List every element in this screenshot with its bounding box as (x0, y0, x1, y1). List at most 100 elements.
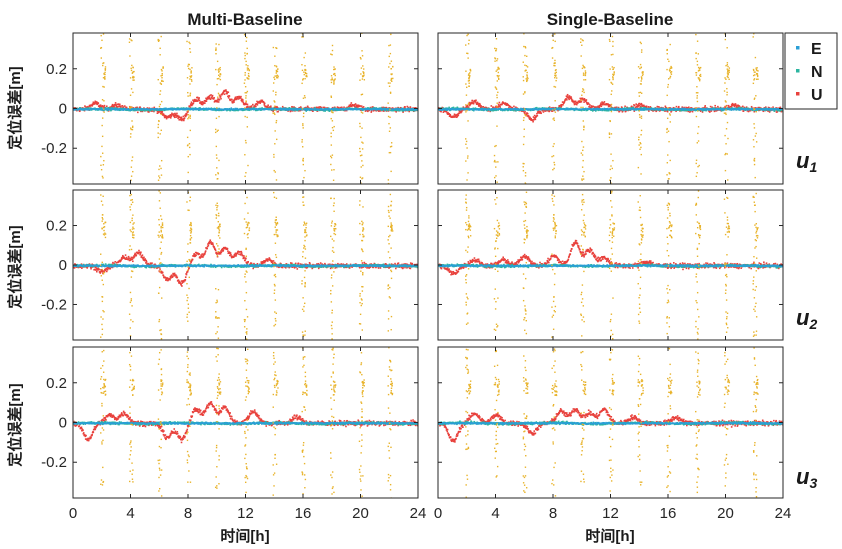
n-point (751, 109, 754, 112)
spike-point (102, 64, 104, 67)
spike-point (186, 40, 188, 43)
u-point (212, 98, 215, 100)
e-point (639, 108, 642, 110)
u-point (223, 93, 226, 96)
n-point (720, 109, 723, 112)
u-point (240, 99, 243, 102)
spike-point (131, 120, 133, 122)
u-point (208, 97, 211, 100)
u-point (218, 99, 221, 101)
u-point (750, 105, 753, 108)
spike-point (390, 142, 393, 144)
u-point (472, 101, 474, 104)
spike-point (130, 166, 133, 168)
n-point (456, 106, 459, 109)
u-point (595, 106, 598, 108)
e-point (596, 108, 598, 111)
spike-point (330, 81, 333, 84)
spike-point (363, 79, 366, 81)
n-point (543, 107, 546, 109)
u-point (185, 114, 188, 116)
u-point (566, 99, 568, 101)
spike-point (216, 157, 218, 159)
spike-point (219, 78, 222, 81)
n-point (259, 107, 261, 110)
u-point (180, 117, 182, 120)
e-point (373, 107, 375, 110)
u-point (344, 109, 346, 112)
u-point (408, 110, 411, 113)
e-point (490, 109, 493, 111)
spike-point (303, 95, 306, 97)
u-point (242, 101, 245, 103)
u-point (189, 105, 191, 107)
n-point (444, 107, 447, 110)
spike-point (219, 73, 222, 75)
panel-r1-single (437, 32, 784, 185)
e-point (365, 108, 368, 111)
e-point (575, 108, 577, 111)
u-point (468, 101, 471, 104)
u-point (465, 105, 468, 108)
u-point (509, 105, 512, 108)
n-point (253, 106, 255, 109)
spike-point (159, 47, 161, 49)
e-point (271, 107, 273, 110)
u-point (109, 106, 112, 108)
n-point (160, 109, 163, 111)
u-point (263, 104, 266, 106)
spike-point (217, 178, 219, 180)
spike-point (390, 73, 392, 75)
u-point (648, 110, 650, 112)
spike-point (333, 169, 335, 171)
u-point (159, 110, 162, 112)
u-point (233, 99, 236, 101)
spike-point (275, 69, 278, 72)
u-point (281, 105, 284, 108)
u-point (117, 106, 119, 108)
spike-point (102, 188, 103, 189)
u-point (699, 110, 702, 112)
n-point (100, 107, 103, 109)
spike-point (359, 125, 361, 128)
e-point (365, 108, 367, 110)
e-point (446, 108, 448, 111)
u-point (406, 105, 409, 108)
u-point (272, 110, 274, 113)
e-point (593, 107, 595, 110)
u-point (180, 116, 183, 119)
e-point (85, 108, 88, 111)
u-point (562, 102, 565, 105)
spike-point (102, 31, 103, 32)
spike-point (330, 75, 333, 77)
u-point (764, 106, 767, 108)
u-point (220, 97, 222, 100)
spike-point (129, 106, 131, 109)
e-point (355, 107, 358, 110)
u-point (385, 106, 388, 109)
n-point (628, 107, 630, 109)
e-point (551, 107, 554, 110)
e-point (408, 108, 410, 110)
u-point (173, 116, 176, 119)
spike-point (101, 191, 102, 192)
u-point (559, 104, 562, 106)
u-point (231, 100, 233, 103)
u-point (457, 114, 460, 116)
u-point (479, 103, 481, 105)
e-point (398, 108, 400, 110)
u-point (407, 106, 410, 109)
n-point (389, 109, 392, 112)
u-point (548, 110, 550, 113)
spike-point (391, 80, 393, 82)
u-point (132, 107, 135, 109)
e-point (565, 108, 567, 111)
u-point (713, 110, 716, 113)
spike-point (302, 124, 304, 127)
e-point (640, 109, 642, 111)
spike-point (330, 53, 332, 55)
spike-point (187, 67, 190, 70)
n-point (713, 107, 715, 109)
spike-point (159, 54, 161, 56)
e-point (81, 108, 83, 110)
